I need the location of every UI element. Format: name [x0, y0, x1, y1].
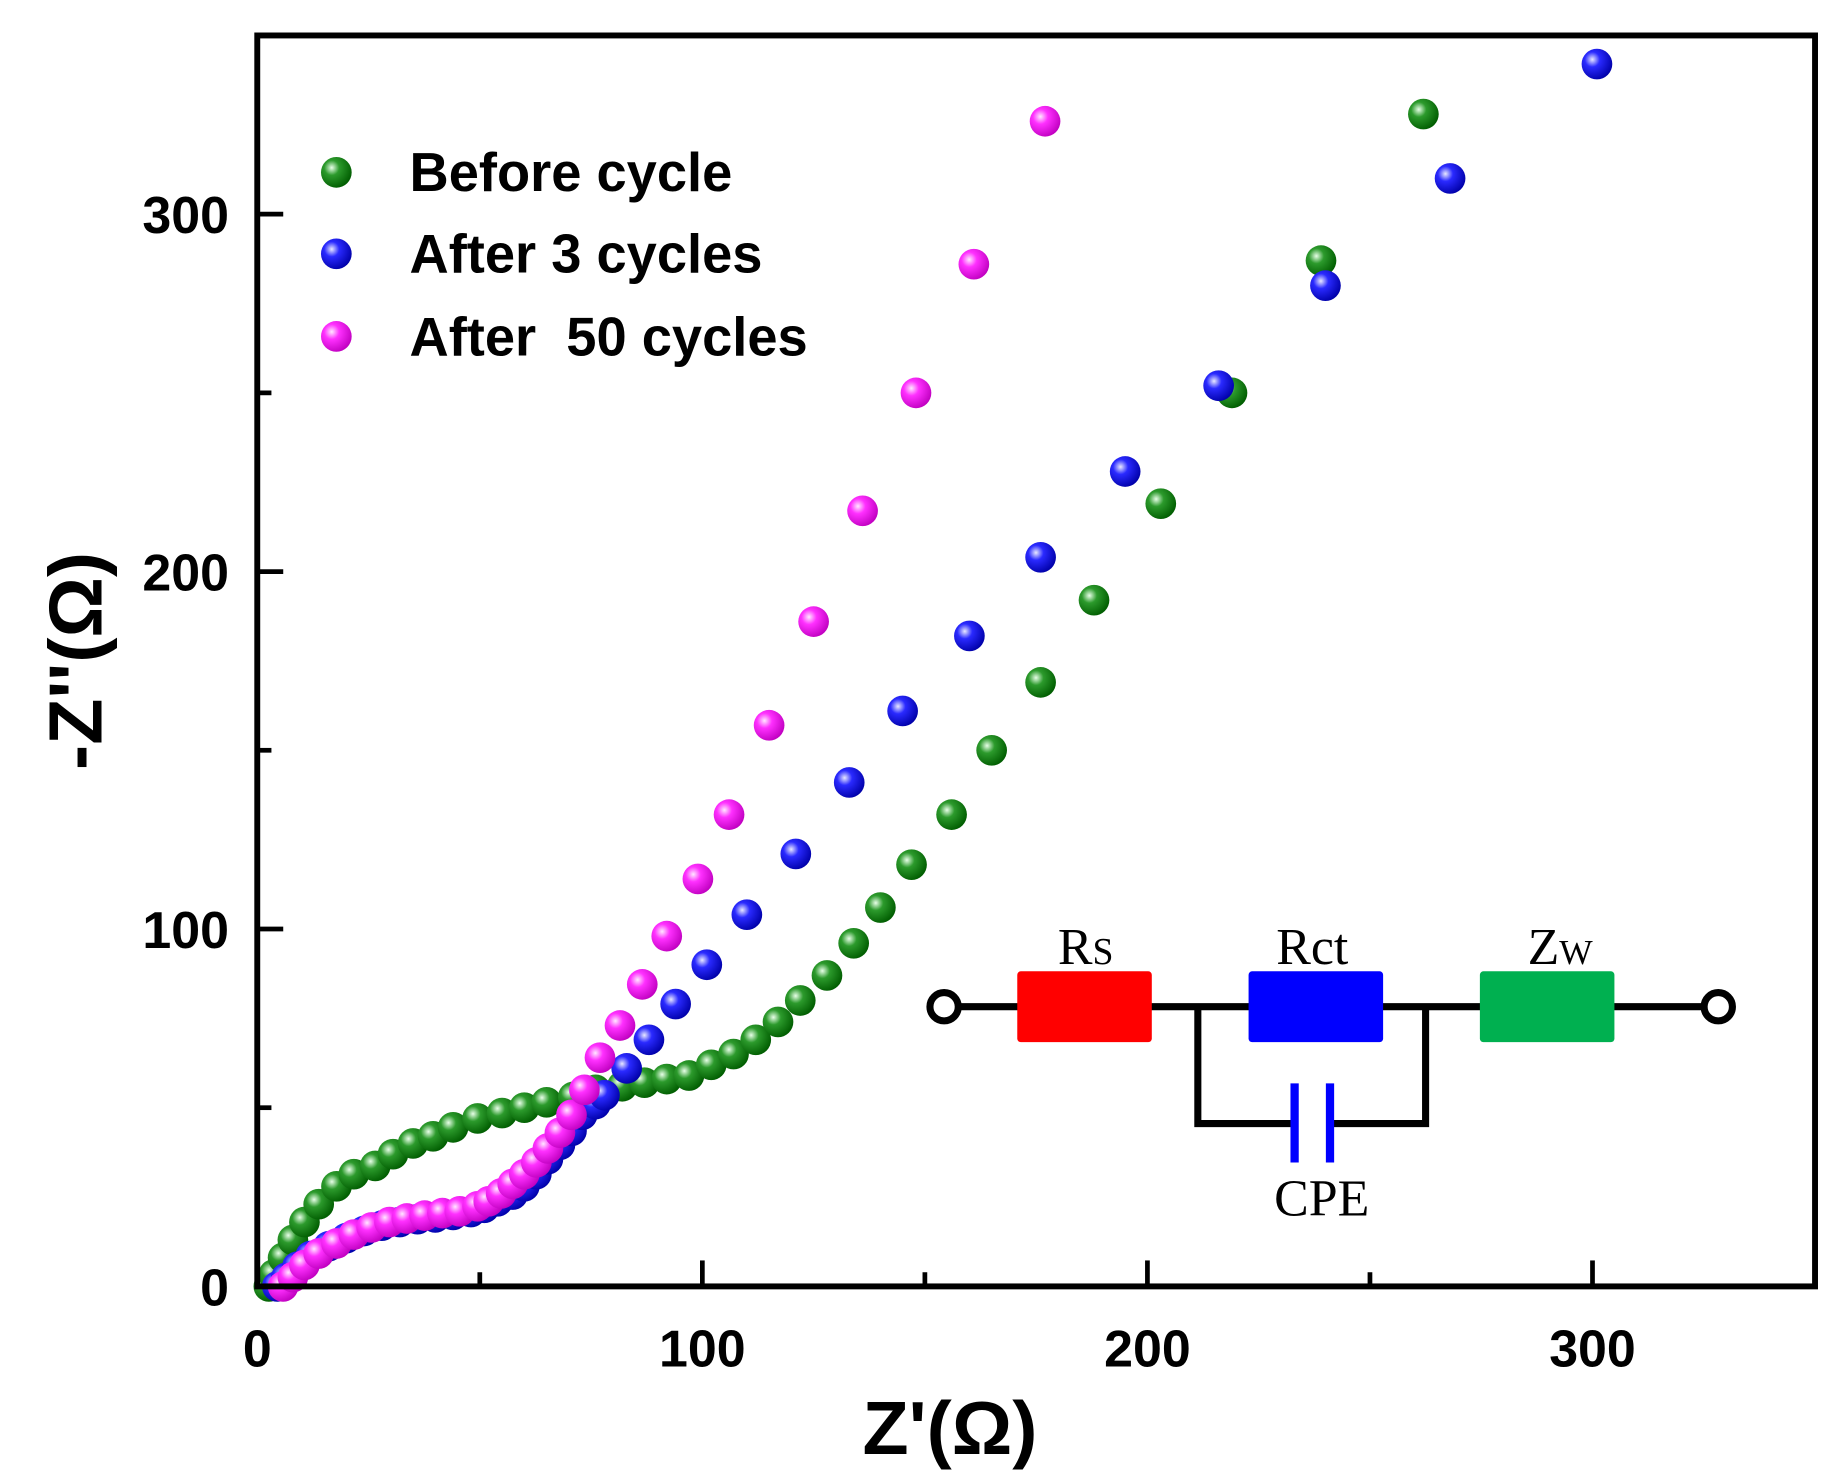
data-point: [604, 1010, 636, 1041]
data-point: [584, 1042, 616, 1073]
legend-marker-before-cycle: [320, 157, 352, 188]
y-axis-title: -Z''(Ω): [34, 552, 118, 770]
tick-labels: 0 100 200 300 0 100 200 300: [142, 187, 1635, 1379]
x-tick-label: 300: [1549, 1321, 1636, 1379]
legend-marker-after-3-cycles: [320, 238, 352, 270]
data-point: [462, 1103, 493, 1134]
y-tick-label: 300: [142, 187, 229, 245]
data-point: [1203, 370, 1234, 402]
data-point: [626, 969, 658, 1000]
data-point: [811, 960, 843, 991]
data-point: [753, 709, 785, 741]
data-point: [900, 377, 932, 409]
legend-marker-after-50-cycles: [320, 321, 352, 352]
data-point: [718, 1038, 749, 1070]
data-points: [253, 48, 1613, 1302]
data-point: [437, 1112, 469, 1143]
data-point: [838, 927, 870, 959]
rs-resistor: [1017, 971, 1152, 1043]
data-point: [569, 1074, 600, 1106]
data-point: [1109, 456, 1141, 487]
data-point: [936, 799, 967, 830]
x-tick-label: 0: [243, 1321, 272, 1379]
legend: Before cycle After 3 cycles After 50 cyc…: [320, 142, 808, 367]
warburg-element: [1479, 971, 1615, 1043]
data-point: [865, 892, 896, 923]
data-point: [1581, 48, 1613, 80]
data-point: [1305, 245, 1337, 276]
data-point: [1025, 667, 1056, 698]
data-point: [731, 899, 763, 931]
data-point: [954, 620, 985, 652]
cpe-label: CPE: [1274, 1171, 1369, 1228]
data-point: [556, 1099, 587, 1131]
legend-label-after-3-cycles: After 3 cycles: [410, 224, 763, 285]
data-point: [691, 949, 723, 981]
data-point: [798, 606, 829, 637]
x-axis-title: Z'(Ω): [863, 1387, 1038, 1471]
legend-label-before-cycle: Before cycle: [410, 142, 733, 203]
data-point: [1310, 270, 1341, 301]
equivalent-circuit-inset: [926, 971, 1736, 1163]
series-before-cycle: [253, 98, 1439, 1302]
data-point: [976, 734, 1007, 766]
x-tick-label: 100: [659, 1321, 746, 1379]
data-point: [1078, 584, 1110, 616]
data-point: [847, 495, 878, 527]
terminal-left: [926, 989, 962, 1025]
data-point: [762, 1006, 794, 1038]
zw-label: ZW: [1528, 919, 1594, 976]
data-point: [1029, 105, 1061, 137]
data-point: [1408, 98, 1439, 130]
rs-label: RS: [1058, 919, 1114, 976]
series-after-50-cycles: [267, 105, 1061, 1302]
data-point: [896, 849, 927, 880]
legend-label-after-50-cycles: After 50 cycles: [410, 306, 808, 367]
data-point: [633, 1024, 665, 1056]
data-point: [958, 248, 990, 280]
data-point: [784, 985, 816, 1016]
data-point: [651, 920, 683, 952]
plot-frame: [254, 32, 1818, 1290]
data-point: [1025, 541, 1056, 573]
data-point: [833, 767, 865, 798]
y-tick-label: 200: [142, 544, 229, 602]
axis-ticks: [254, 211, 1595, 1289]
y-tick-label: 100: [142, 902, 229, 960]
data-point: [531, 1086, 562, 1118]
terminal-right: [1700, 989, 1736, 1025]
data-point: [713, 799, 745, 830]
data-point: [611, 1053, 643, 1084]
data-point: [682, 863, 714, 895]
x-tick-label: 200: [1104, 1321, 1191, 1379]
rct-label: Rct: [1276, 919, 1349, 976]
data-point: [1434, 163, 1466, 194]
data-point: [887, 695, 918, 727]
data-point: [660, 988, 691, 1020]
rct-resistor: [1248, 971, 1384, 1043]
y-tick-label: 0: [200, 1259, 229, 1317]
data-point: [740, 1024, 772, 1056]
data-point: [1145, 488, 1177, 520]
data-point: [780, 838, 812, 870]
